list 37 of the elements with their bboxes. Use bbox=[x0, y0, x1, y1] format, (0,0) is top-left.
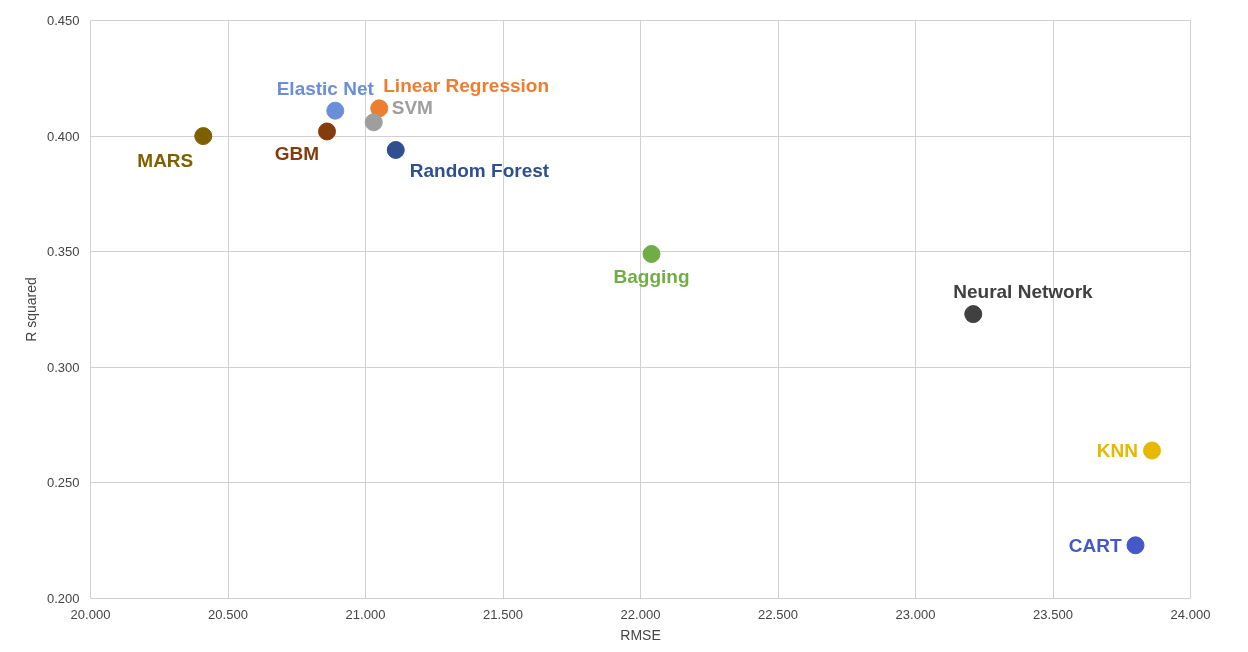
x-tick-label: 22.500 bbox=[758, 606, 798, 622]
x-tick-label: 23.500 bbox=[1033, 606, 1073, 622]
x-tick-label: 20.000 bbox=[70, 606, 111, 622]
point bbox=[1126, 536, 1145, 555]
x-tick-label: 20.500 bbox=[208, 606, 248, 622]
point bbox=[370, 99, 389, 118]
point bbox=[326, 101, 345, 120]
point bbox=[1143, 441, 1161, 460]
point bbox=[642, 245, 661, 263]
y-axis-title: R squared bbox=[22, 277, 39, 342]
point bbox=[194, 127, 213, 146]
point bbox=[364, 113, 383, 132]
series-label: Linear Regression bbox=[383, 75, 550, 97]
y-tick-label: 0.250 bbox=[46, 475, 80, 491]
point bbox=[964, 305, 983, 324]
series-label: MARS bbox=[137, 150, 194, 172]
series-label: GBM bbox=[274, 143, 319, 165]
series-label: Bagging bbox=[613, 266, 690, 288]
y-tick-label: 0.400 bbox=[46, 128, 80, 144]
x-tick-label: 21.500 bbox=[483, 606, 523, 622]
x-tick-label: 24.000 bbox=[1170, 606, 1211, 622]
series-label: Neural Network bbox=[953, 281, 1094, 303]
x-tick-label: 23.000 bbox=[895, 606, 936, 622]
series-label: CART bbox=[1068, 534, 1122, 556]
x-axis-title: RMSE bbox=[620, 626, 661, 643]
x-tick-label: 22.000 bbox=[620, 606, 661, 622]
y-tick-label: 0.350 bbox=[46, 244, 80, 260]
series-label: KNN bbox=[1096, 440, 1139, 462]
point bbox=[318, 122, 336, 141]
series-label: Random Forest bbox=[409, 159, 550, 181]
y-tick-label: 0.450 bbox=[46, 13, 80, 28]
point bbox=[386, 140, 405, 159]
series-label: Elastic Net bbox=[276, 77, 375, 99]
series-label: SVM bbox=[391, 97, 433, 119]
y-tick-label: 0.300 bbox=[46, 359, 80, 375]
x-tick-label: 21.000 bbox=[345, 606, 386, 622]
y-tick-label: 0.200 bbox=[46, 591, 80, 606]
